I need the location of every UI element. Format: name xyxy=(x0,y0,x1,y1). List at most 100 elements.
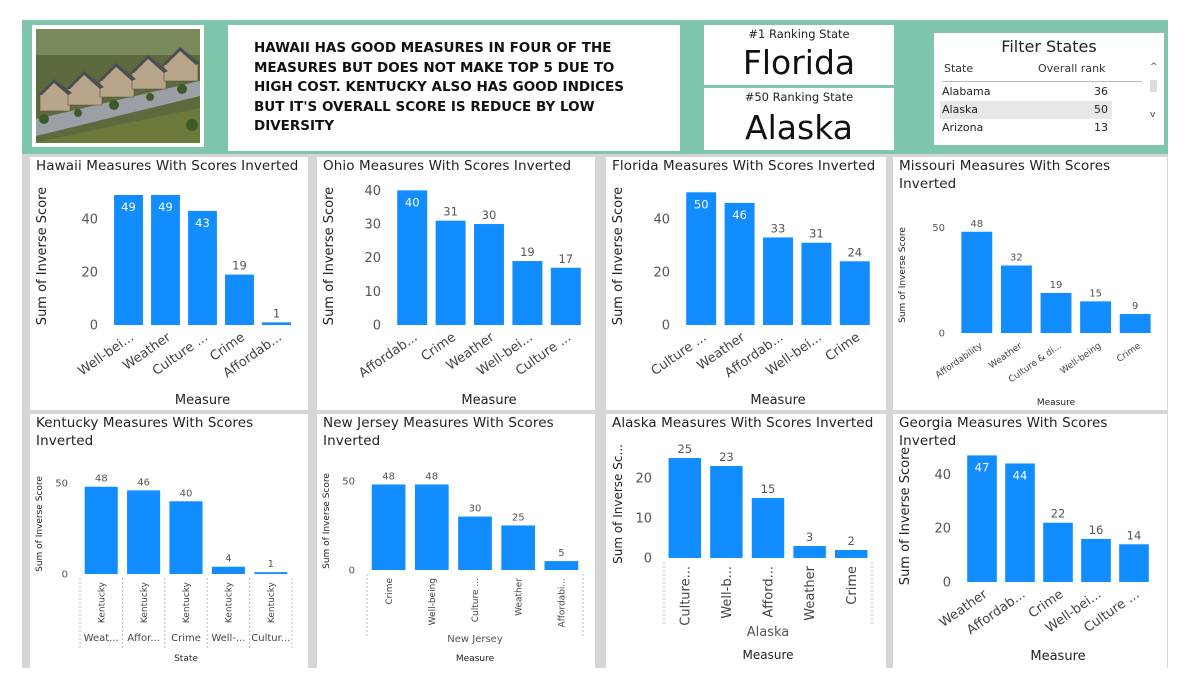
y-tick-label: 40 xyxy=(653,212,670,227)
bar xyxy=(1040,292,1072,333)
scroll-up-icon[interactable]: ^ xyxy=(1150,62,1158,72)
bar xyxy=(751,498,785,558)
chart-title: Kentucky Measures With Scores Inverted xyxy=(36,415,254,449)
x-axis-title: Measure xyxy=(743,648,794,662)
data-label: 1 xyxy=(268,559,274,570)
scroll-down-icon[interactable]: v xyxy=(1150,110,1156,120)
data-label: 31 xyxy=(809,227,824,241)
bar xyxy=(169,501,203,574)
y-tick-label: 30 xyxy=(364,218,381,233)
houses-photo-image xyxy=(36,29,200,143)
filter-row-state: Arizona xyxy=(942,121,984,134)
data-label: 49 xyxy=(158,200,173,214)
x-tick-label: Weather xyxy=(987,341,1024,371)
data-label: 48 xyxy=(425,471,438,482)
insight-note: HAWAII HAS GOOD MEASURES IN FOUR OF THE … xyxy=(228,25,680,151)
bar xyxy=(1119,544,1149,582)
data-label: 48 xyxy=(382,471,395,482)
data-label: 5 xyxy=(558,548,564,559)
filter-header-rank[interactable]: Overall rank xyxy=(1038,62,1106,75)
bar xyxy=(501,525,536,570)
bar xyxy=(211,566,245,574)
data-label: 25 xyxy=(512,512,525,523)
data-label: 50 xyxy=(694,197,709,211)
data-label: 49 xyxy=(121,200,136,214)
chart-panel-alaska: Alaska Measures With Scores Inverted 0 10… xyxy=(606,414,886,668)
x-axis-title: Measure xyxy=(1030,649,1085,664)
x-tick-label: Well-being xyxy=(428,578,438,625)
filter-row-rank: 36 xyxy=(1094,85,1108,98)
data-label: 44 xyxy=(1013,468,1028,482)
filter-scrollbar[interactable]: ^ v xyxy=(1148,62,1160,128)
y-tick-label: 40 xyxy=(934,468,951,483)
data-label: 2 xyxy=(848,534,855,548)
filter-row[interactable]: Arizona 13 xyxy=(940,119,1112,137)
y-axis-title: Sum of Inverse Score xyxy=(611,187,626,325)
bar xyxy=(414,484,449,570)
filter-row[interactable]: Alabama 36 xyxy=(940,83,1112,101)
filter-row[interactable]: Alaska 50 xyxy=(940,101,1112,119)
x-tick-label: Affordab... xyxy=(356,330,420,381)
chart-title: Missouri Measures With Scores Inverted xyxy=(899,158,1111,192)
y-tick-label: 0 xyxy=(943,576,951,591)
chart-title: Georgia Measures With Scores Inverted xyxy=(899,415,1108,449)
bar xyxy=(435,220,466,325)
filter-row-rank: 50 xyxy=(1094,103,1108,116)
y-tick-label: 40 xyxy=(364,184,381,199)
data-label: 3 xyxy=(806,530,813,544)
y-tick-label: 50 xyxy=(55,479,68,490)
bar xyxy=(839,261,870,325)
y-axis-title: Sum of Inverse Score xyxy=(35,187,50,325)
bar xyxy=(458,516,492,570)
data-label: 22 xyxy=(1051,507,1066,521)
y-tick-label: 0 xyxy=(349,566,355,577)
bar xyxy=(550,267,581,325)
data-label: 46 xyxy=(137,477,150,488)
bar xyxy=(127,490,161,574)
x-tick-label: Culture ... xyxy=(649,330,710,379)
bar xyxy=(114,194,143,325)
data-label: 30 xyxy=(469,504,482,515)
chart-title: New Jersey Measures With Scores Inverted xyxy=(323,415,554,449)
chart-panel-hawaii: Hawaii Measures With Scores Inverted 0 20… xyxy=(30,157,308,410)
x-axis-title: Measure xyxy=(750,393,805,408)
chart-panel-new-jersey: New Jersey Measures With Scores Inverted… xyxy=(317,414,595,668)
group-label: Well-... xyxy=(211,633,245,644)
y-tick-label: 50 xyxy=(342,476,355,487)
x-axis-title: State xyxy=(174,654,198,664)
x-tick-label: Crime xyxy=(823,330,863,364)
y-tick-label: 20 xyxy=(934,522,951,537)
y-tick-label: 20 xyxy=(364,251,381,266)
bar xyxy=(1005,463,1035,582)
group-label: Affor... xyxy=(127,633,160,644)
y-tick-label: 20 xyxy=(653,265,670,280)
bar xyxy=(1119,314,1151,333)
group-label: Cultur... xyxy=(251,633,290,644)
scroll-thumb[interactable] xyxy=(1150,80,1157,92)
chart-panel-ohio: Ohio Measures With Scores Inverted 0 10 20… xyxy=(317,157,595,410)
y-tick-label: 10 xyxy=(635,512,652,527)
group-label: Alaska xyxy=(747,625,790,640)
bar xyxy=(724,202,755,325)
group-label: New Jersey xyxy=(447,634,503,645)
x-tick-label: Weather xyxy=(514,578,524,616)
data-label: 32 xyxy=(1010,253,1023,264)
bar xyxy=(793,546,826,558)
chart-svg: 0 10 20 25 Culture... 23 Well-b... 15 Afford... 3… xyxy=(611,442,873,662)
insight-text: HAWAII HAS GOOD MEASURES IN FOUR OF THE … xyxy=(254,40,624,135)
chart-panel-kentucky: Kentucky Measures With Scores Inverted 0… xyxy=(30,414,308,668)
data-label: 48 xyxy=(970,219,983,230)
chart-panel-georgia: Georgia Measures With Scores Inverted 0 2… xyxy=(893,414,1167,668)
y-tick-label: 0 xyxy=(644,552,652,567)
data-label: 19 xyxy=(520,245,535,259)
y-tick-label: 20 xyxy=(81,265,98,280)
filter-header-state[interactable]: State xyxy=(944,62,974,75)
x-axis-title: Measure xyxy=(456,654,495,664)
y-tick-label: 0 xyxy=(62,570,68,581)
x-tick-label: Kentucky xyxy=(182,581,192,623)
x-tick-label: Crime xyxy=(385,578,395,605)
data-label: 4 xyxy=(225,554,231,565)
bar xyxy=(1043,522,1073,582)
